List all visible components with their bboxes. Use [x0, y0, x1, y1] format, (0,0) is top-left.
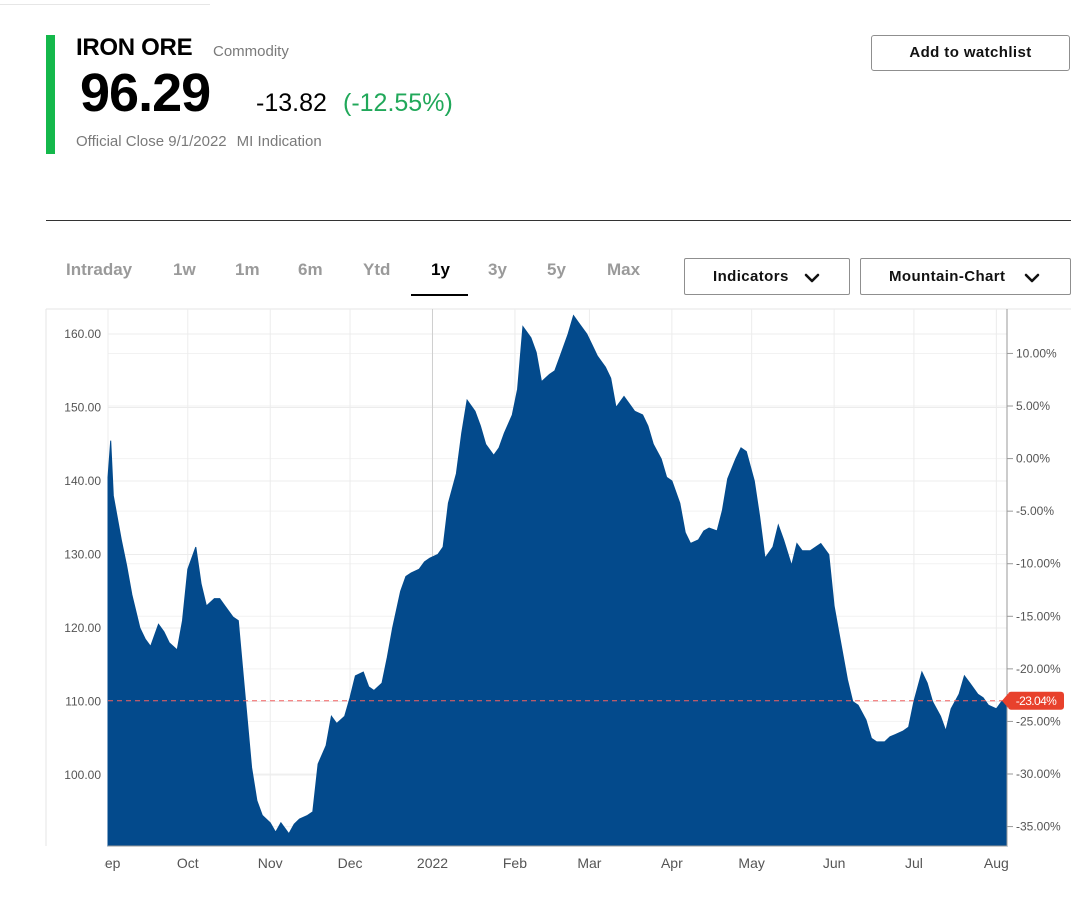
- right-axis-tick-label: -20.00%: [1016, 662, 1061, 676]
- tab-ytd[interactable]: Ytd: [363, 260, 391, 279]
- last-price: 96.29: [80, 63, 211, 123]
- y-axis-tick-label: 140.00: [64, 474, 101, 488]
- tab-max[interactable]: Max: [607, 260, 641, 279]
- close-info: Official Close 9/1/2022 MI Indication: [76, 133, 322, 150]
- y-axis-tick-label: 120.00: [64, 621, 101, 635]
- y-axis-tick-label: 150.00: [64, 401, 101, 415]
- tab-1m[interactable]: 1m: [235, 260, 260, 279]
- right-axis-tick-label: -25.00%: [1016, 714, 1061, 728]
- right-axis-tick-label: 10.00%: [1016, 346, 1057, 360]
- right-axis-tick-label: 5.00%: [1016, 399, 1050, 413]
- right-axis-tick-label: 0.00%: [1016, 452, 1050, 466]
- indicators-label: Indicators: [713, 268, 789, 285]
- x-axis-label: May: [738, 855, 764, 871]
- right-axis-tick-label: -10.00%: [1016, 557, 1061, 571]
- tab-6m[interactable]: 6m: [298, 260, 323, 279]
- price-area-series: [107, 314, 1008, 847]
- x-axis-right-mask: [1010, 850, 1080, 880]
- chart-type-dropdown[interactable]: Mountain-Chart: [860, 258, 1071, 295]
- tab-intraday[interactable]: Intraday: [66, 260, 133, 279]
- x-axis-left-mask: [0, 850, 104, 880]
- x-axis-label: Mar: [577, 855, 601, 871]
- y-axis-tick-label: 160.00: [64, 327, 101, 341]
- chevron-down-icon: [804, 273, 820, 283]
- top-edge-divider: [0, 0, 210, 5]
- chevron-down-icon: [1024, 273, 1040, 283]
- baseline-marker-label: -23.04%: [1016, 694, 1057, 708]
- x-axis-label: Nov: [258, 855, 283, 871]
- x-axis-label: Aug: [984, 855, 1009, 871]
- chart-type-label: Mountain-Chart: [889, 268, 1006, 285]
- instrument-name: IRON ORE: [76, 34, 193, 61]
- official-close-label: Official Close 9/1/2022: [76, 133, 227, 150]
- price-chart[interactable]: 100.00 110.00 120.00 130.00 140.00 150.00 160.…: [0, 300, 1080, 890]
- x-axis-label: Jun: [823, 855, 846, 871]
- right-axis-tick-label: -35.00%: [1016, 820, 1061, 834]
- baseline-marker-badge: [1008, 691, 1064, 710]
- x-axis-label: Apr: [661, 855, 683, 871]
- mi-indication-label: MI Indication: [236, 133, 322, 150]
- tab-1w[interactable]: 1w: [173, 260, 196, 279]
- indicators-dropdown[interactable]: Indicators: [684, 258, 850, 295]
- tab-1y[interactable]: 1y: [431, 260, 450, 279]
- right-axis-tick-label: -15.00%: [1016, 609, 1061, 623]
- y-axis-tick-label: 110.00: [65, 695, 101, 709]
- price-change-percent: (-12.55%): [343, 89, 453, 117]
- x-axis-label: Dec: [338, 855, 363, 871]
- baseline-marker-pointer: [1002, 693, 1008, 708]
- section-divider: [46, 220, 1071, 221]
- asset-type-label: Commodity: [213, 43, 289, 60]
- right-axis-tick-label: -30.00%: [1016, 767, 1061, 781]
- x-axis-label: 2022: [417, 855, 448, 871]
- price-change: -13.82: [256, 89, 327, 117]
- x-axis-label: Oct: [177, 855, 199, 871]
- y-axis-tick-label: 100.00: [64, 768, 101, 782]
- add-to-watchlist-button[interactable]: Add to watchlist: [871, 35, 1070, 71]
- tab-3y[interactable]: 3y: [488, 260, 507, 279]
- x-axis-label: Jul: [905, 855, 923, 871]
- y-axis-tick-label: 130.00: [64, 548, 101, 562]
- tab-5y[interactable]: 5y: [547, 260, 566, 279]
- active-tab-indicator: [411, 294, 468, 296]
- x-axis-label: Feb: [503, 855, 527, 871]
- right-axis-tick-label: -5.00%: [1016, 504, 1054, 518]
- header-accent-bar: [46, 35, 55, 154]
